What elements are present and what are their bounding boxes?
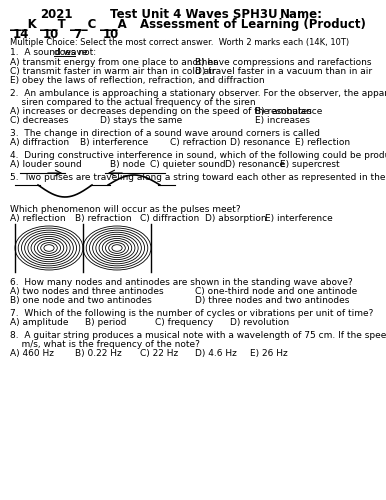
Text: B) one node and two antinodes: B) one node and two antinodes [10,296,152,305]
Text: Name:: Name: [280,8,323,21]
Text: D) 4.6 Hz: D) 4.6 Hz [195,349,237,358]
Text: C) 22 Hz: C) 22 Hz [140,349,178,358]
Text: A) louder sound: A) louder sound [10,160,82,169]
Text: B) refraction: B) refraction [75,214,132,223]
Text: 14: 14 [13,28,29,41]
Text: A) increases or decreases depending on the speed of the ambulance: A) increases or decreases depending on t… [10,107,322,116]
Text: D) travel faster in a vacuum than in air: D) travel faster in a vacuum than in air [195,67,372,76]
Text: 4.  During constructive interference in sound, which of the following could be p: 4. During constructive interference in s… [10,151,386,160]
Text: A) diffraction: A) diffraction [10,138,69,147]
Text: D) revolution: D) revolution [230,318,289,327]
Text: 8.  A guitar string produces a musical note with a wavelength of 75 cm. If the s: 8. A guitar string produces a musical no… [10,331,386,340]
Text: C) frequency: C) frequency [155,318,213,327]
Text: siren compared to the actual frequency of the siren: siren compared to the actual frequency o… [10,98,256,107]
Text: C) quieter sound: C) quieter sound [150,160,226,169]
Text: Test Unit 4 Waves SPH3U: Test Unit 4 Waves SPH3U [110,8,278,21]
Text: E) 26 Hz: E) 26 Hz [250,349,288,358]
Text: D) resonance: D) resonance [230,138,290,147]
Text: 2021: 2021 [40,8,73,21]
Text: 6.  How many nodes and antinodes are shown in the standing wave above?: 6. How many nodes and antinodes are show… [10,278,353,287]
Text: Multiple Choice: Select the most correct answer.  Worth 2 marks each (14K, 10T): Multiple Choice: Select the most correct… [10,38,349,47]
Text: E) obey the laws of reflection, refraction, and diffraction: E) obey the laws of reflection, refracti… [10,76,265,85]
Text: C) decreases: C) decreases [10,116,68,125]
Text: ___T: ___T [40,18,66,31]
Text: E) supercrest: E) supercrest [280,160,340,169]
Text: 7.  Which of the following is the number of cycles or vibrations per unit of tim: 7. Which of the following is the number … [10,309,373,318]
Text: Assessment of Learning (Product): Assessment of Learning (Product) [140,18,366,31]
Text: does not:: does not: [54,48,96,57]
Text: B) resonates: B) resonates [255,107,312,116]
Text: C) refraction: C) refraction [170,138,227,147]
Text: 2.  An ambulance is approaching a stationary observer. For the observer, the app: 2. An ambulance is approaching a station… [10,89,386,98]
Text: E) reflection: E) reflection [295,138,350,147]
Text: C) transmit faster in warm air than in cold air: C) transmit faster in warm air than in c… [10,67,215,76]
Text: 7: 7 [73,28,81,41]
Text: m/s, what is the frequency of the note?: m/s, what is the frequency of the note? [10,340,200,349]
Text: ___C: ___C [70,18,96,31]
Text: D) resonance: D) resonance [225,160,285,169]
Text: A) two nodes and three antinodes: A) two nodes and three antinodes [10,287,164,296]
Text: B) have compressions and rarefactions: B) have compressions and rarefactions [195,58,371,67]
Text: 10: 10 [43,28,59,41]
Text: ___K: ___K [10,18,37,31]
Text: A) transmit energy from one place to another: A) transmit energy from one place to ano… [10,58,217,67]
Text: B) period: B) period [85,318,127,327]
Text: A) reflection: A) reflection [10,214,66,223]
Text: A) 460 Hz: A) 460 Hz [10,349,54,358]
Text: 5.  Two pulses are traveling along a string toward each other as represented in : 5. Two pulses are traveling along a stri… [10,173,386,182]
Text: ___A: ___A [100,18,127,31]
Text: D) absorption: D) absorption [205,214,267,223]
Text: Which phenomenon will occur as the pulses meet?: Which phenomenon will occur as the pulse… [10,205,240,214]
Text: 10: 10 [103,28,119,41]
Text: E) increases: E) increases [255,116,310,125]
Text: D) stays the same: D) stays the same [100,116,182,125]
Text: C) one-third node and one antinode: C) one-third node and one antinode [195,287,357,296]
Text: C) diffraction: C) diffraction [140,214,199,223]
Text: 3.  The change in direction of a sound wave around corners is called: 3. The change in direction of a sound wa… [10,129,320,138]
Text: A) amplitude: A) amplitude [10,318,68,327]
Text: B) node: B) node [110,160,145,169]
Text: E) interference: E) interference [265,214,333,223]
Text: B) interference: B) interference [80,138,148,147]
Text: 1.  A sound wave: 1. A sound wave [10,48,90,57]
Text: B) 0.22 Hz: B) 0.22 Hz [75,349,122,358]
Text: D) three nodes and two antinodes: D) three nodes and two antinodes [195,296,349,305]
